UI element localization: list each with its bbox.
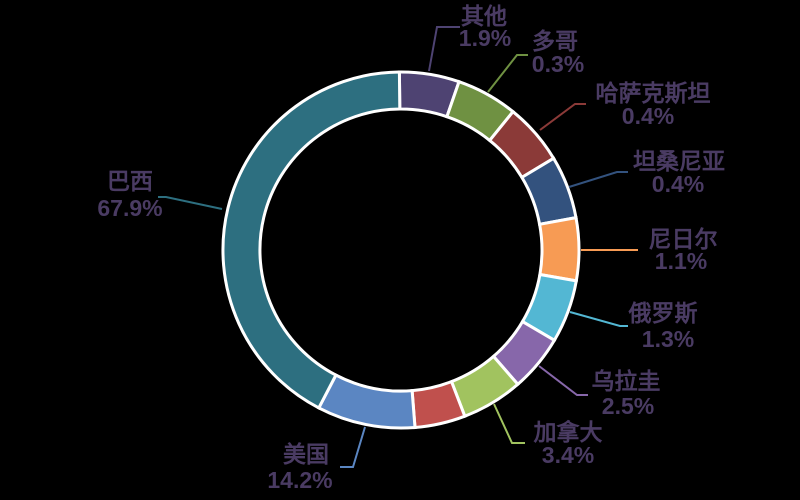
- slice-label-brazil: 巴西 67.9%: [97, 168, 162, 221]
- slice-label-name: 坦桑尼亚: [633, 148, 725, 174]
- slice-label-value: 2.5%: [602, 393, 654, 419]
- slice-label-value: 0.4%: [652, 171, 704, 197]
- slice-label-value: 1.3%: [642, 326, 694, 352]
- pie-slice-brazil[interactable]: [221, 70, 402, 410]
- slice-label-uruguay: 乌拉圭 2.5%: [592, 368, 661, 419]
- slice-label-value: 0.3%: [532, 51, 584, 77]
- slice-label-canada: 加拿大 3.4%: [533, 419, 603, 468]
- slice-label-tanzania: 坦桑尼亚 0.4%: [633, 148, 725, 197]
- slices-group: [221, 70, 581, 430]
- slice-label-value: 14.2%: [267, 467, 332, 493]
- slice-label-name: 其他: [461, 3, 507, 29]
- slice-label-name: 俄罗斯: [628, 300, 698, 326]
- leader-line-kazakhstan: [539, 103, 586, 131]
- slice-label-other: 其他 1.9%: [459, 3, 511, 51]
- leader-line-russia: [569, 311, 628, 327]
- pie-slice-niger[interactable]: [537, 215, 581, 283]
- slice-label-togo: 多哥 0.3%: [532, 28, 584, 77]
- slice-label-name: 美国: [283, 441, 329, 467]
- slice-label-value: 1.1%: [655, 248, 707, 274]
- slice-label-niger: 尼日尔 1.1%: [649, 226, 718, 274]
- slice-label-name: 巴西: [107, 168, 153, 194]
- slice-label-value: 67.9%: [97, 195, 162, 221]
- leader-line-canada: [493, 403, 525, 444]
- leader-line-brazil: [158, 196, 223, 210]
- leader-lines-group: [158, 26, 638, 468]
- slice-label-name: 多哥: [532, 28, 578, 54]
- slice-label-value: 3.4%: [542, 442, 594, 468]
- leader-line-togo: [487, 54, 528, 93]
- slice-label-value: 1.9%: [459, 25, 511, 51]
- leader-line-usa: [340, 426, 366, 468]
- leader-line-other: [428, 26, 460, 72]
- slice-label-name: 乌拉圭: [592, 368, 661, 394]
- slice-label-name: 尼日尔: [649, 226, 718, 252]
- leader-line-tanzania: [568, 171, 628, 188]
- slice-label-kazakhstan: 哈萨克斯坦 0.4%: [596, 80, 711, 129]
- slice-labels-group: 其他 1.9% 多哥 0.3%哈萨克斯坦 0.4%坦桑尼亚 0.4%尼日尔 1.1%俄罗斯 1…: [97, 3, 725, 493]
- slice-label-value: 0.4%: [622, 103, 674, 129]
- slice-label-usa: 美国 14.2%: [267, 441, 332, 493]
- slice-label-name: 哈萨克斯坦: [596, 80, 711, 106]
- slice-label-name: 加拿大: [533, 419, 603, 445]
- leader-line-uruguay: [538, 365, 588, 396]
- slice-label-russia: 俄罗斯 1.3%: [628, 300, 698, 352]
